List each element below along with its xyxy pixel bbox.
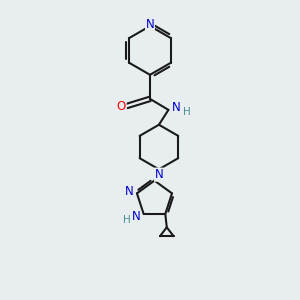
Text: N: N bbox=[125, 185, 134, 198]
Text: N: N bbox=[146, 18, 154, 32]
Text: H: H bbox=[123, 215, 131, 226]
Text: O: O bbox=[117, 100, 126, 112]
Text: N: N bbox=[132, 210, 141, 223]
Text: N: N bbox=[172, 101, 181, 114]
Text: H: H bbox=[183, 107, 191, 117]
Text: N: N bbox=[154, 168, 163, 181]
